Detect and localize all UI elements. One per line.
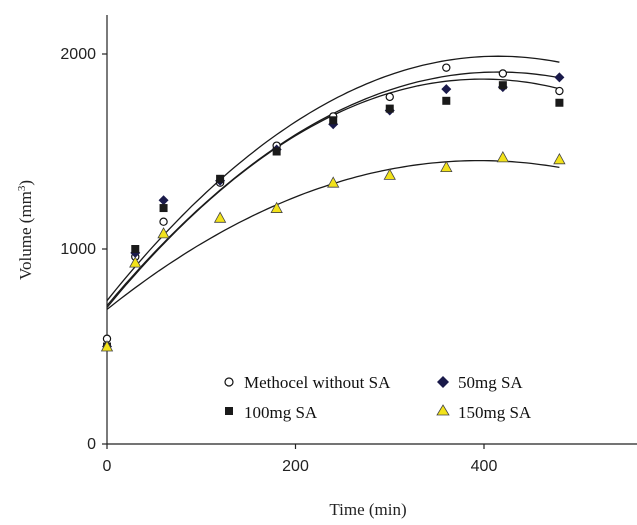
data-points [100,63,566,352]
point-series3-8 [496,151,510,163]
x-tick-label-400: 400 [471,458,498,475]
point-series0-9 [555,86,564,96]
point-series0-8 [498,69,508,78]
fit-curve-1 [106,71,560,306]
point-series3-7 [440,160,453,173]
y-tick-label-0: 0 [87,436,96,453]
y-axis-label-sup: 3 [16,185,28,191]
fit-curve-0 [106,55,560,302]
point-series2-1 [131,245,140,253]
x-ticks: 0 200 400 [103,444,498,475]
legend-marker-150mg [436,404,450,416]
point-series3-5 [327,176,340,188]
y-ticks: 0 1000 2000 [60,46,107,453]
point-series2-8 [498,81,507,90]
point-series3-6 [383,168,396,180]
y-axis-label: Volume (mm3) [16,180,35,280]
point-series3-3 [213,211,227,223]
point-series1-2 [158,195,169,206]
point-series2-9 [555,98,564,107]
point-series3-2 [157,227,170,239]
point-series2-2 [159,204,168,213]
point-series0-7 [442,63,451,72]
point-series3-4 [270,201,283,213]
legend: Methocel without SA 50mg SA 100mg SA 150… [224,373,532,422]
y-tick-label-1000: 1000 [60,241,96,258]
legend-marker-100mg [225,407,233,415]
y-tick-label-2000: 2000 [60,46,96,63]
legend-label-150mg: 150mg SA [458,403,532,422]
point-series1-9 [554,72,565,83]
point-series0-2 [159,217,168,226]
x-tick-label-0: 0 [103,458,112,475]
point-series1-7 [441,84,452,95]
point-series3-0 [100,340,114,352]
y-axis-label-main: Volume (mm [16,191,35,280]
point-series2-7 [442,96,451,105]
legend-label-100mg: 100mg SA [244,403,318,422]
x-axis-label: Time (min) [329,500,406,519]
axes [106,15,637,445]
point-series2-3 [216,174,225,183]
legend-marker-50mg [437,376,449,388]
legend-label-50mg: 50mg SA [458,373,523,392]
point-series2-5 [329,116,338,125]
point-series2-4 [272,147,281,156]
legend-marker-methocel [224,377,234,387]
point-series3-9 [553,152,566,165]
point-series3-1 [129,256,142,268]
y-axis-label-close: ) [16,180,35,186]
point-series0-6 [385,92,394,102]
x-tick-label-200: 200 [282,458,309,475]
legend-label-methocel: Methocel without SA [244,373,391,392]
point-series2-6 [385,104,394,113]
